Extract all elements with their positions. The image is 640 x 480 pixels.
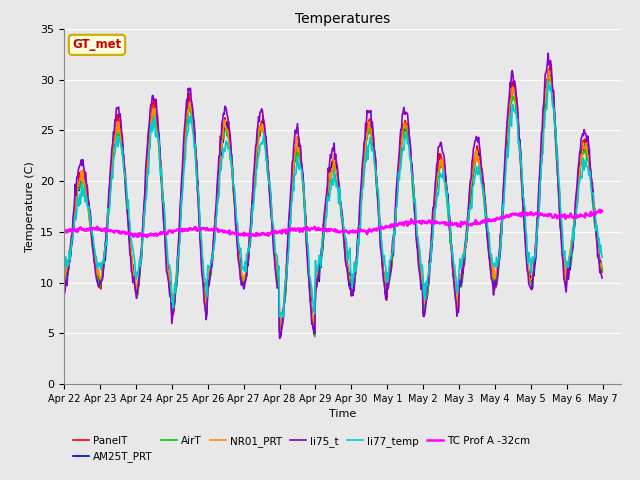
PanelT (415, 249, 422, 255)
AM25T_PRT (180, 152, 188, 158)
AirT (546, 73, 554, 79)
PanelT (125, 228, 133, 234)
AirT (598, 267, 606, 273)
AM25T_PRT (547, 72, 555, 78)
AM25T_PRT (598, 266, 606, 272)
Legend: PanelT, AM25T_PRT, AirT, NR01_PRT, li75_t, li77_temp, TC Prof A -32cm: PanelT, AM25T_PRT, AirT, NR01_PRT, li75_… (69, 432, 534, 466)
li77_temp (280, 314, 287, 320)
NR01_PRT (545, 68, 553, 73)
PanelT (276, 332, 284, 338)
li75_t (415, 264, 422, 270)
li77_temp (545, 79, 552, 84)
AM25T_PRT (60, 278, 68, 284)
AirT (311, 334, 319, 339)
li75_t (60, 291, 68, 297)
AirT (180, 158, 188, 164)
li75_t (545, 50, 552, 56)
AM25T_PRT (399, 131, 407, 136)
li77_temp (598, 254, 606, 260)
NR01_PRT (415, 245, 422, 251)
TC Prof A -32cm (70, 227, 77, 233)
TC Prof A -32cm (598, 208, 606, 214)
li75_t (598, 275, 606, 281)
X-axis label: Time: Time (329, 409, 356, 419)
Line: NR01_PRT: NR01_PRT (64, 71, 602, 331)
NR01_PRT (209, 260, 216, 265)
AM25T_PRT (415, 258, 422, 264)
li77_temp (70, 224, 77, 230)
li77_temp (180, 170, 188, 176)
AirT (415, 263, 422, 269)
NR01_PRT (598, 264, 606, 270)
NR01_PRT (70, 216, 77, 222)
AirT (399, 133, 407, 139)
AM25T_PRT (125, 228, 133, 234)
Line: AirT: AirT (64, 76, 602, 336)
PanelT (60, 277, 68, 283)
li77_temp (209, 256, 216, 262)
TC Prof A -32cm (415, 219, 422, 225)
li75_t (209, 254, 216, 260)
TC Prof A -32cm (209, 228, 217, 233)
Title: Temperatures: Temperatures (295, 12, 390, 26)
Y-axis label: Temperature (C): Temperature (C) (24, 161, 35, 252)
AirT (60, 277, 68, 283)
PanelT (598, 269, 606, 275)
li75_t (399, 110, 407, 116)
Line: li77_temp: li77_temp (64, 82, 602, 317)
TC Prof A -32cm (595, 207, 603, 213)
TC Prof A -32cm (143, 234, 151, 240)
NR01_PRT (60, 279, 68, 285)
PanelT (399, 121, 407, 127)
li77_temp (415, 242, 422, 248)
AirT (125, 228, 133, 234)
NR01_PRT (399, 128, 407, 134)
li75_t (70, 208, 77, 214)
Line: PanelT: PanelT (64, 65, 602, 335)
NR01_PRT (125, 233, 133, 239)
NR01_PRT (276, 328, 284, 334)
Text: GT_met: GT_met (72, 38, 122, 51)
PanelT (209, 256, 216, 262)
PanelT (70, 224, 77, 230)
PanelT (547, 62, 554, 68)
NR01_PRT (180, 151, 188, 157)
TC Prof A -32cm (180, 227, 188, 232)
TC Prof A -32cm (125, 231, 133, 237)
li75_t (276, 336, 284, 341)
AM25T_PRT (70, 228, 77, 234)
Line: AM25T_PRT: AM25T_PRT (64, 75, 602, 335)
li77_temp (125, 216, 133, 222)
PanelT (180, 154, 188, 160)
AirT (209, 251, 216, 257)
AirT (70, 215, 77, 220)
li77_temp (399, 145, 407, 151)
Line: TC Prof A -32cm: TC Prof A -32cm (64, 210, 602, 237)
li75_t (180, 136, 188, 142)
AM25T_PRT (276, 332, 284, 337)
Line: li75_t: li75_t (64, 53, 602, 338)
AM25T_PRT (209, 261, 216, 267)
TC Prof A -32cm (60, 229, 68, 235)
li75_t (125, 237, 133, 242)
TC Prof A -32cm (399, 220, 407, 226)
li77_temp (60, 268, 68, 274)
